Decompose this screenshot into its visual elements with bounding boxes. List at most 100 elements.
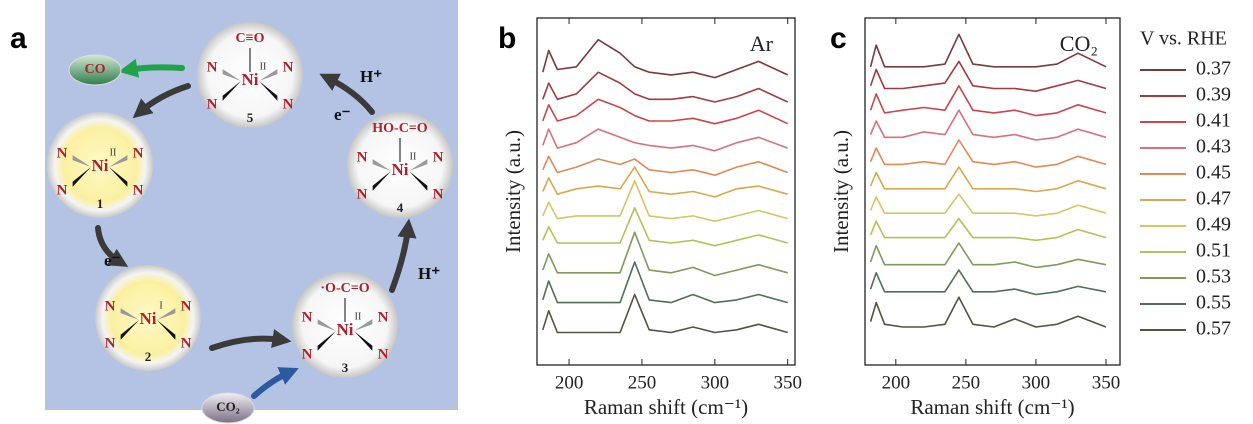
arrow — [209, 329, 292, 351]
spectrum — [542, 179, 788, 223]
ligand: N — [57, 182, 68, 198]
node-circle — [95, 265, 201, 371]
ligand: N — [57, 145, 68, 161]
ligand: N — [105, 298, 116, 314]
ligand-bond — [259, 81, 278, 101]
annotation: Ar — [750, 31, 774, 56]
spectrum — [869, 85, 1107, 117]
ligand: N — [133, 182, 144, 198]
ligand-bond — [372, 171, 391, 191]
spectrum — [869, 109, 1107, 141]
ligand-bond — [409, 159, 428, 171]
product-pill — [68, 54, 122, 86]
ligand-bond — [409, 171, 428, 191]
spectrum — [542, 261, 788, 304]
spectrum — [869, 60, 1107, 92]
legend-label: 0.39 — [1196, 84, 1231, 106]
node-circle — [347, 112, 453, 218]
ligand: N — [433, 149, 444, 165]
ligand-bond — [259, 69, 278, 81]
spectrum — [542, 166, 788, 198]
ligand: N — [357, 149, 368, 165]
adduct: ·O-C=O — [320, 281, 369, 296]
arrow — [132, 83, 191, 119]
spectrum — [869, 217, 1107, 242]
charts: 200 250 300 350 Raman shift (cm⁻¹) Intensity … — [501, 17, 1231, 419]
node-label: 1 — [97, 196, 104, 211]
spectrum — [542, 128, 788, 152]
ligand: N — [207, 59, 218, 75]
ligand: N — [302, 309, 313, 325]
ligand-bond — [354, 331, 373, 351]
reactant-pill — [201, 392, 255, 424]
legend-label: 0.57 — [1196, 318, 1231, 340]
adduct: C≡O — [236, 31, 265, 46]
metal: Ni — [337, 320, 354, 339]
ligand: N — [433, 186, 444, 202]
panel-label: a — [10, 22, 27, 55]
spectrum — [869, 193, 1107, 217]
x-tick-label: 350 — [773, 372, 802, 393]
oxidation-state: II — [110, 147, 117, 158]
ligand: N — [181, 298, 192, 314]
ligand-bond — [222, 69, 241, 81]
spectrum — [869, 296, 1107, 328]
legend-label: 0.51 — [1196, 240, 1231, 262]
ligand-bond — [120, 308, 139, 320]
legend-label: 0.47 — [1196, 188, 1231, 210]
legend-label: 0.45 — [1196, 162, 1231, 184]
spectrum — [542, 207, 788, 247]
y-axis-label: Intensity (a.u.) — [829, 130, 853, 253]
product: CO — [85, 62, 106, 77]
metal: Ni — [392, 160, 409, 179]
ligand: N — [207, 96, 218, 112]
arrow — [95, 225, 129, 267]
spectrum — [869, 166, 1107, 193]
spectrum — [542, 71, 789, 103]
legend-label: 0.55 — [1196, 292, 1231, 314]
ligand: N — [357, 186, 368, 202]
arrow — [389, 218, 417, 293]
ligand-bond — [72, 155, 91, 167]
adduct: HO-C=O — [372, 121, 428, 136]
x-tick-label: 250 — [628, 372, 657, 393]
ligand-bond — [372, 159, 391, 171]
plot-frame — [536, 17, 796, 366]
proton: H⁺ — [360, 67, 382, 86]
panel-label: c — [830, 22, 847, 55]
spectrum — [869, 269, 1107, 296]
ligand: N — [283, 96, 294, 112]
x-axis-label: Raman shift (cm⁻¹) — [584, 395, 748, 419]
reactant: CO₂ — [216, 399, 240, 414]
node-label: 3 — [342, 360, 349, 375]
legend-title: V vs. RHE — [1140, 28, 1227, 50]
ligand: N — [283, 59, 294, 75]
annotation: CO₂ — [1060, 31, 1098, 56]
arrow — [319, 73, 375, 115]
electron: e⁻ — [334, 105, 351, 124]
ligand-bond — [317, 331, 336, 351]
legend-label: 0.37 — [1196, 58, 1231, 80]
arrow — [251, 367, 299, 399]
ligand-bond — [317, 319, 336, 331]
x-tick-label: 250 — [952, 372, 981, 393]
spectrum — [542, 293, 788, 334]
spectrum — [542, 155, 788, 176]
ligand: N — [133, 145, 144, 161]
plot-frame — [864, 17, 1121, 366]
cycle-arrows — [95, 58, 417, 399]
legend-label: 0.49 — [1196, 214, 1231, 236]
oxidation-state: II — [355, 311, 362, 322]
arrow — [118, 58, 185, 78]
spectrum — [869, 33, 1107, 68]
spectrum — [542, 231, 788, 277]
spectrum — [542, 98, 789, 125]
x-tick-label: 200 — [555, 372, 584, 393]
ligand-bond — [109, 155, 128, 167]
ligand: N — [105, 335, 116, 351]
ligand-bond — [120, 320, 139, 340]
